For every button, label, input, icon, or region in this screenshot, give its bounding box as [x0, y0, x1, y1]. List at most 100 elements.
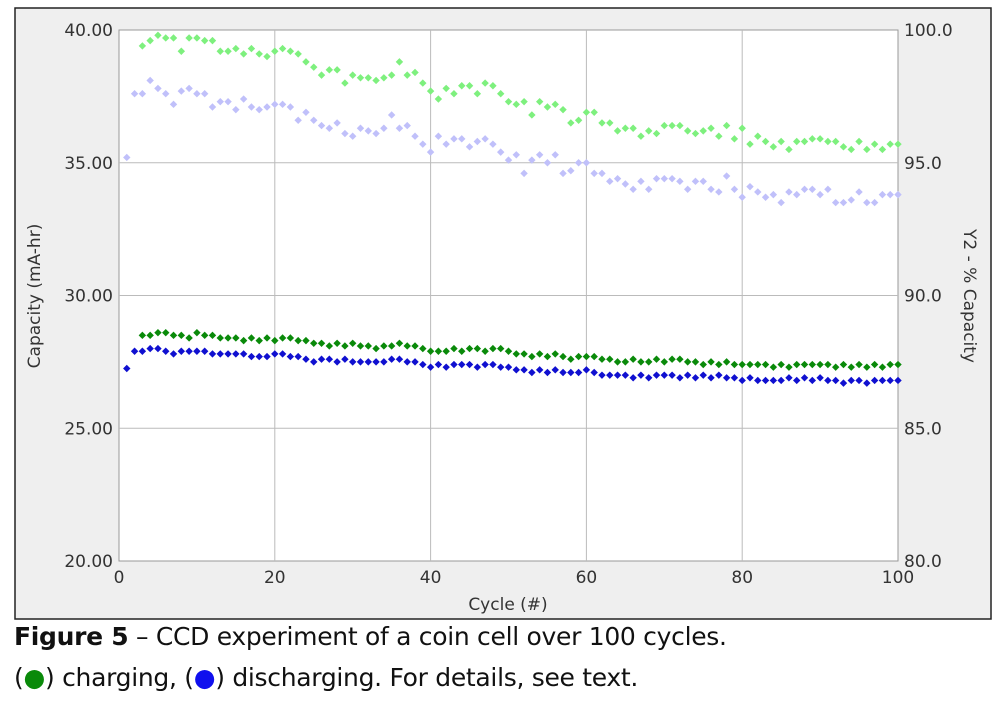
data-point-discharging-capacity — [169, 100, 178, 109]
data-point-discharging — [535, 366, 544, 374]
data-point-charging-capacity — [138, 42, 147, 50]
data-point-charging-capacity — [387, 71, 396, 79]
data-point-discharging — [512, 366, 520, 374]
data-point-discharging-capacity — [683, 185, 692, 194]
figure-caption-line2: (●) charging, (●) discharging. For detai… — [14, 663, 638, 692]
data-point-discharging-capacity — [824, 185, 832, 194]
data-point-discharging-capacity — [310, 116, 318, 124]
data-point-discharging-capacity — [123, 153, 131, 162]
data-point-discharging-capacity — [465, 143, 474, 151]
data-point-charging-capacity — [364, 74, 372, 82]
data-point-discharging-capacity — [629, 185, 637, 194]
data-point-discharging — [660, 371, 669, 379]
data-point-charging — [839, 360, 848, 369]
data-point-discharging-capacity — [777, 198, 785, 207]
data-point-discharging — [520, 366, 528, 374]
data-point-discharging — [855, 376, 863, 385]
data-point-charging — [738, 360, 746, 369]
chart: 0 20 40 60 80 100 20.00 25.00 30.00 35.00 40.00 80.… — [14, 7, 992, 620]
data-point-charging-capacity — [574, 116, 583, 124]
data-point-discharging-capacity — [528, 156, 536, 164]
data-point-discharging-capacity — [325, 124, 334, 132]
data-point-charging — [232, 334, 240, 342]
data-point-discharging-capacity — [808, 185, 817, 194]
data-point-charging-capacity — [247, 44, 256, 53]
charging-legend: ) charging, ( — [44, 663, 194, 692]
data-point-discharging-capacity — [434, 132, 443, 140]
x-tick-label: 40 — [420, 568, 442, 588]
data-point-charging-capacity — [458, 82, 466, 90]
data-point-charging-capacity — [535, 97, 544, 106]
figure-label: Figure 5 — [14, 622, 129, 651]
data-point-discharging — [450, 360, 458, 369]
data-point-discharging — [824, 376, 832, 385]
data-point-charging — [489, 344, 497, 353]
data-point-charging — [613, 358, 622, 366]
data-point-discharging — [177, 347, 186, 355]
y2-tick-label: 100.0 — [904, 21, 953, 41]
data-point-discharging — [598, 371, 606, 379]
data-point-charging-capacity — [426, 87, 435, 95]
data-point-discharging — [294, 352, 302, 361]
data-point-discharging-capacity — [263, 103, 271, 111]
data-point-charging-capacity — [746, 140, 754, 148]
data-point-charging-capacity — [380, 74, 388, 82]
data-point-discharging-capacity — [208, 103, 217, 111]
data-point-charging-capacity — [598, 119, 606, 127]
data-point-charging — [894, 360, 902, 369]
data-point-charging-capacity — [761, 137, 770, 146]
data-point-charging — [162, 328, 170, 337]
data-point-charging-capacity — [232, 44, 240, 53]
data-point-charging-capacity — [793, 137, 801, 146]
data-point-discharging — [239, 350, 248, 358]
data-point-discharging-capacity — [372, 129, 380, 138]
data-point-charging-capacity — [512, 100, 520, 109]
data-point-charging-capacity — [286, 47, 295, 55]
data-point-discharging — [746, 374, 754, 382]
data-point-discharging-capacity — [645, 185, 653, 194]
data-point-discharging — [169, 350, 178, 358]
data-point-charging-capacity — [652, 129, 661, 138]
data-point-charging — [559, 352, 567, 361]
data-point-discharging-capacity — [473, 137, 482, 146]
data-point-charging — [200, 331, 209, 340]
data-point-discharging — [185, 347, 193, 355]
data-point-discharging-capacity — [878, 190, 887, 199]
data-point-discharging — [333, 358, 341, 366]
data-point-charging — [800, 360, 809, 369]
data-point-discharging — [200, 347, 209, 355]
data-point-charging — [699, 360, 707, 369]
x-tick-label: 80 — [731, 568, 753, 588]
data-point-charging — [177, 331, 186, 340]
data-point-charging-capacity — [325, 66, 334, 74]
data-point-discharging — [310, 358, 318, 366]
y2-axis-label: Y2 - % Capacity — [959, 228, 979, 363]
data-point-discharging — [847, 376, 855, 385]
data-point-charging — [730, 360, 739, 369]
data-point-charging-capacity — [863, 145, 871, 154]
data-point-discharging-capacity — [668, 174, 676, 183]
data-point-charging — [683, 358, 692, 366]
data-point-charging-capacity — [489, 82, 497, 90]
data-point-charging-capacity — [839, 143, 848, 151]
data-point-charging — [785, 363, 793, 371]
data-point-charging — [543, 352, 552, 361]
data-point-charging-capacity — [216, 47, 224, 55]
data-point-discharging — [761, 376, 770, 385]
x-tick-label: 100 — [882, 568, 914, 588]
data-point-charging — [263, 334, 271, 342]
data-point-discharging-capacity — [660, 174, 669, 183]
data-point-discharging — [621, 371, 630, 379]
data-point-discharging — [590, 368, 598, 377]
data-point-discharging — [691, 374, 700, 382]
data-point-discharging — [232, 350, 240, 358]
x-tick-label: 0 — [114, 568, 125, 588]
data-point-discharging-capacity — [574, 159, 583, 167]
data-point-discharging-capacity — [598, 169, 606, 178]
data-point-discharging — [458, 360, 466, 369]
data-point-discharging — [426, 363, 435, 371]
data-point-charging-capacity — [777, 137, 785, 146]
data-point-discharging — [255, 352, 263, 361]
data-point-discharging-capacity — [847, 196, 855, 204]
data-point-charging-capacity — [606, 119, 614, 127]
